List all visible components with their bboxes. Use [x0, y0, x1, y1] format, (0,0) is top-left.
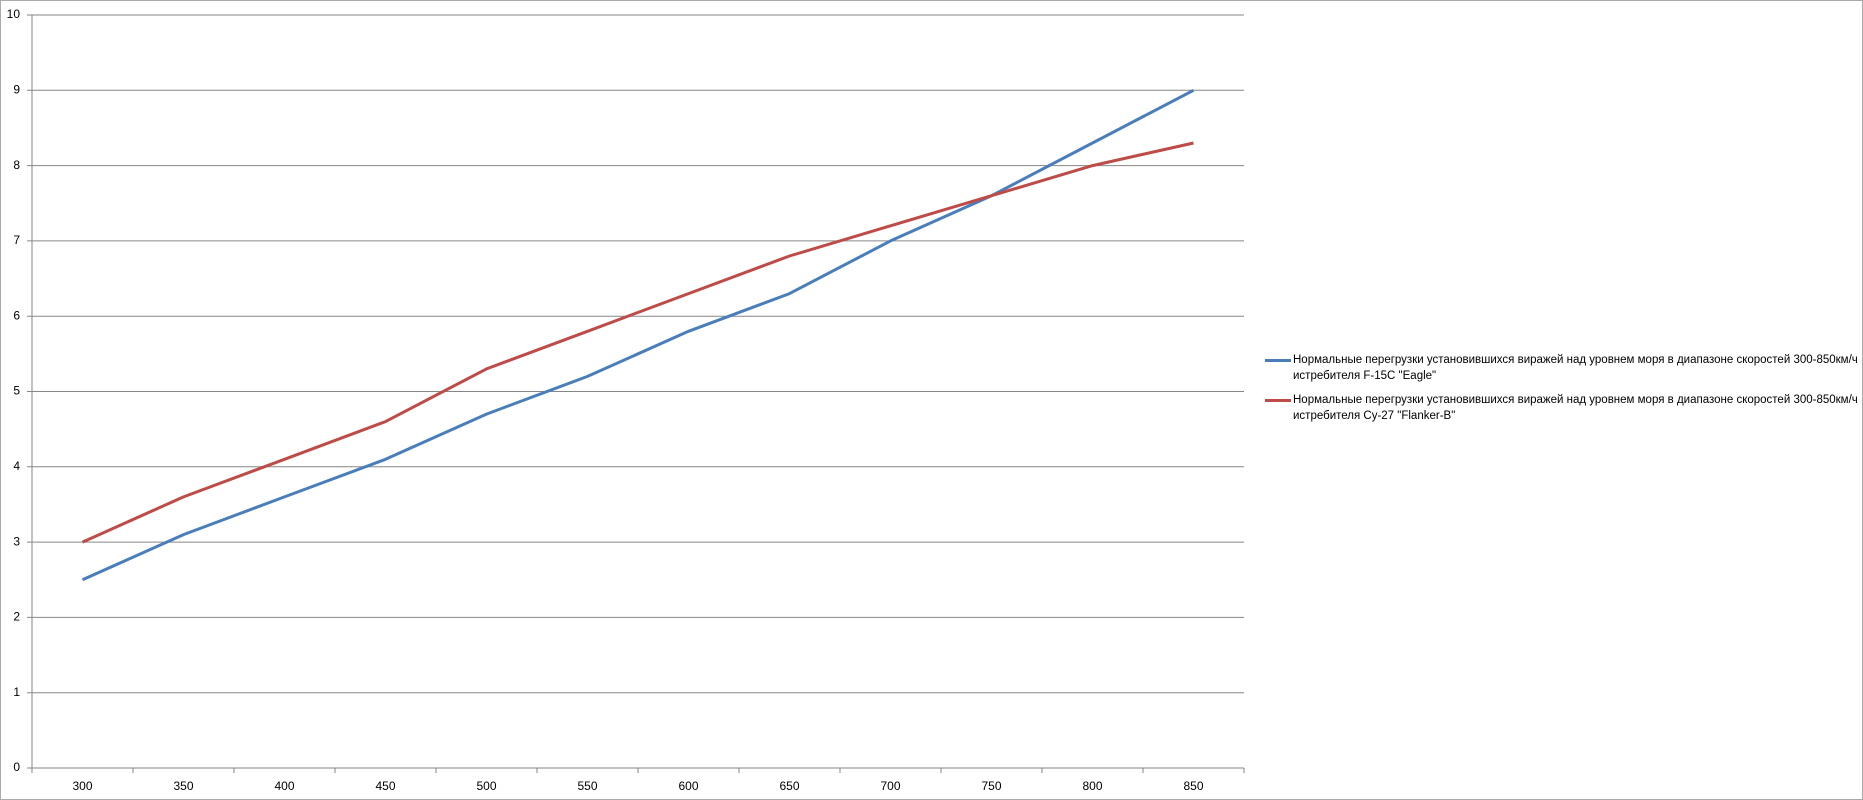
y-tick-label: 4 [13, 459, 20, 473]
y-tick-label: 1 [13, 685, 20, 699]
x-tick-label: 400 [274, 779, 294, 793]
legend-label: Нормальные перегрузки установившихся вир… [1293, 353, 1858, 382]
y-tick-label: 7 [13, 233, 20, 247]
legend-entry: Нормальные перегрузки установившихся вир… [1263, 352, 1858, 384]
y-tick-label: 8 [13, 158, 20, 172]
y-tick-label: 6 [13, 308, 20, 322]
series-line [81, 141, 1194, 544]
x-tick-label: 750 [981, 779, 1001, 793]
x-tick-label: 600 [678, 779, 698, 793]
x-tick-label: 800 [1082, 779, 1102, 793]
legend-swatch [1265, 398, 1291, 402]
legend-entry: Нормальные перегрузки установившихся вир… [1263, 392, 1858, 424]
y-tick-label: 5 [13, 384, 20, 398]
x-tick-label: 650 [779, 779, 799, 793]
x-tick-label: 550 [577, 779, 597, 793]
x-tick-label: 850 [1183, 779, 1203, 793]
x-tick-label: 450 [375, 779, 395, 793]
y-tick-label: 3 [13, 534, 20, 548]
x-tick-label: 350 [173, 779, 193, 793]
series-line [81, 88, 1195, 582]
y-tick-label: 0 [13, 760, 20, 774]
x-tick-label: 300 [72, 779, 92, 793]
legend-label: Нормальные перегрузки установившихся вир… [1293, 393, 1858, 422]
x-tick-label: 500 [476, 779, 496, 793]
legend-swatch [1265, 358, 1291, 362]
y-tick-label: 10 [7, 7, 21, 21]
y-tick-label: 2 [13, 610, 20, 624]
legend: Нормальные перегрузки установившихся вир… [1263, 352, 1858, 432]
x-tick-label: 700 [880, 779, 900, 793]
y-tick-label: 9 [13, 82, 20, 96]
